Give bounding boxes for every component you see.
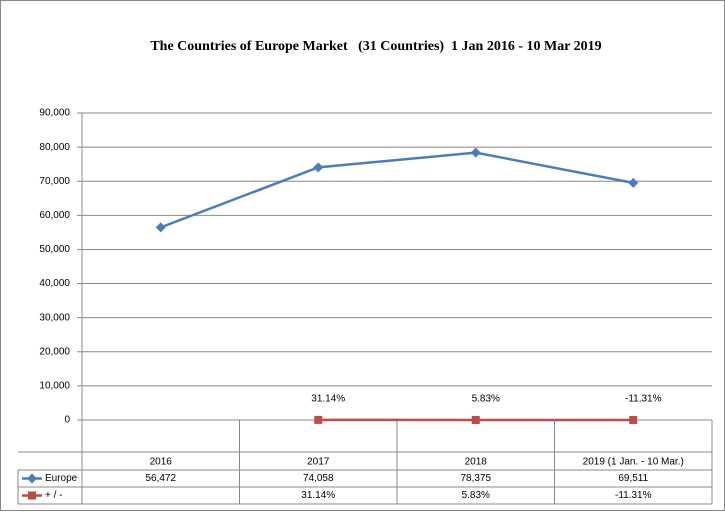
marker (28, 492, 36, 500)
x-tick-label: 2018 (465, 457, 488, 468)
y-tick-label: 50,000 (39, 244, 70, 255)
data-label: 31.14% (311, 394, 345, 405)
marker (472, 416, 480, 424)
table-value: 31.14% (301, 490, 335, 501)
y-tick-label: 0 (64, 415, 70, 426)
y-tick-label: 80,000 (39, 142, 70, 153)
y-tick-label: 90,000 (39, 108, 70, 119)
legend-label: + / - (45, 490, 63, 501)
marker (314, 416, 322, 424)
y-tick-label: 30,000 (39, 312, 70, 323)
table-value: 56,472 (145, 473, 176, 484)
chart-title: The Countries of Europe Market (31 Count… (150, 39, 601, 54)
data-label: 5.83% (472, 394, 500, 405)
data-label: -11.31% (625, 394, 662, 405)
x-tick-label: 2017 (307, 457, 330, 468)
table-value: 78,375 (460, 473, 491, 484)
y-tick-label: 20,000 (39, 346, 70, 357)
table-value: 74,058 (303, 473, 334, 484)
x-tick-label: 2016 (150, 457, 173, 468)
table-value: -11.31% (615, 490, 652, 501)
legend-label: Europe (45, 473, 78, 484)
table-value: 69,511 (618, 473, 648, 484)
y-tick-label: 10,000 (39, 381, 70, 392)
marker (629, 416, 637, 424)
table-value: 5.83% (462, 490, 490, 501)
y-tick-label: 70,000 (39, 176, 70, 187)
x-tick-label: 2019 (1 Jan. - 10 Mar.) (583, 457, 684, 468)
y-tick-label: 40,000 (39, 278, 70, 289)
y-tick-label: 60,000 (39, 210, 70, 221)
